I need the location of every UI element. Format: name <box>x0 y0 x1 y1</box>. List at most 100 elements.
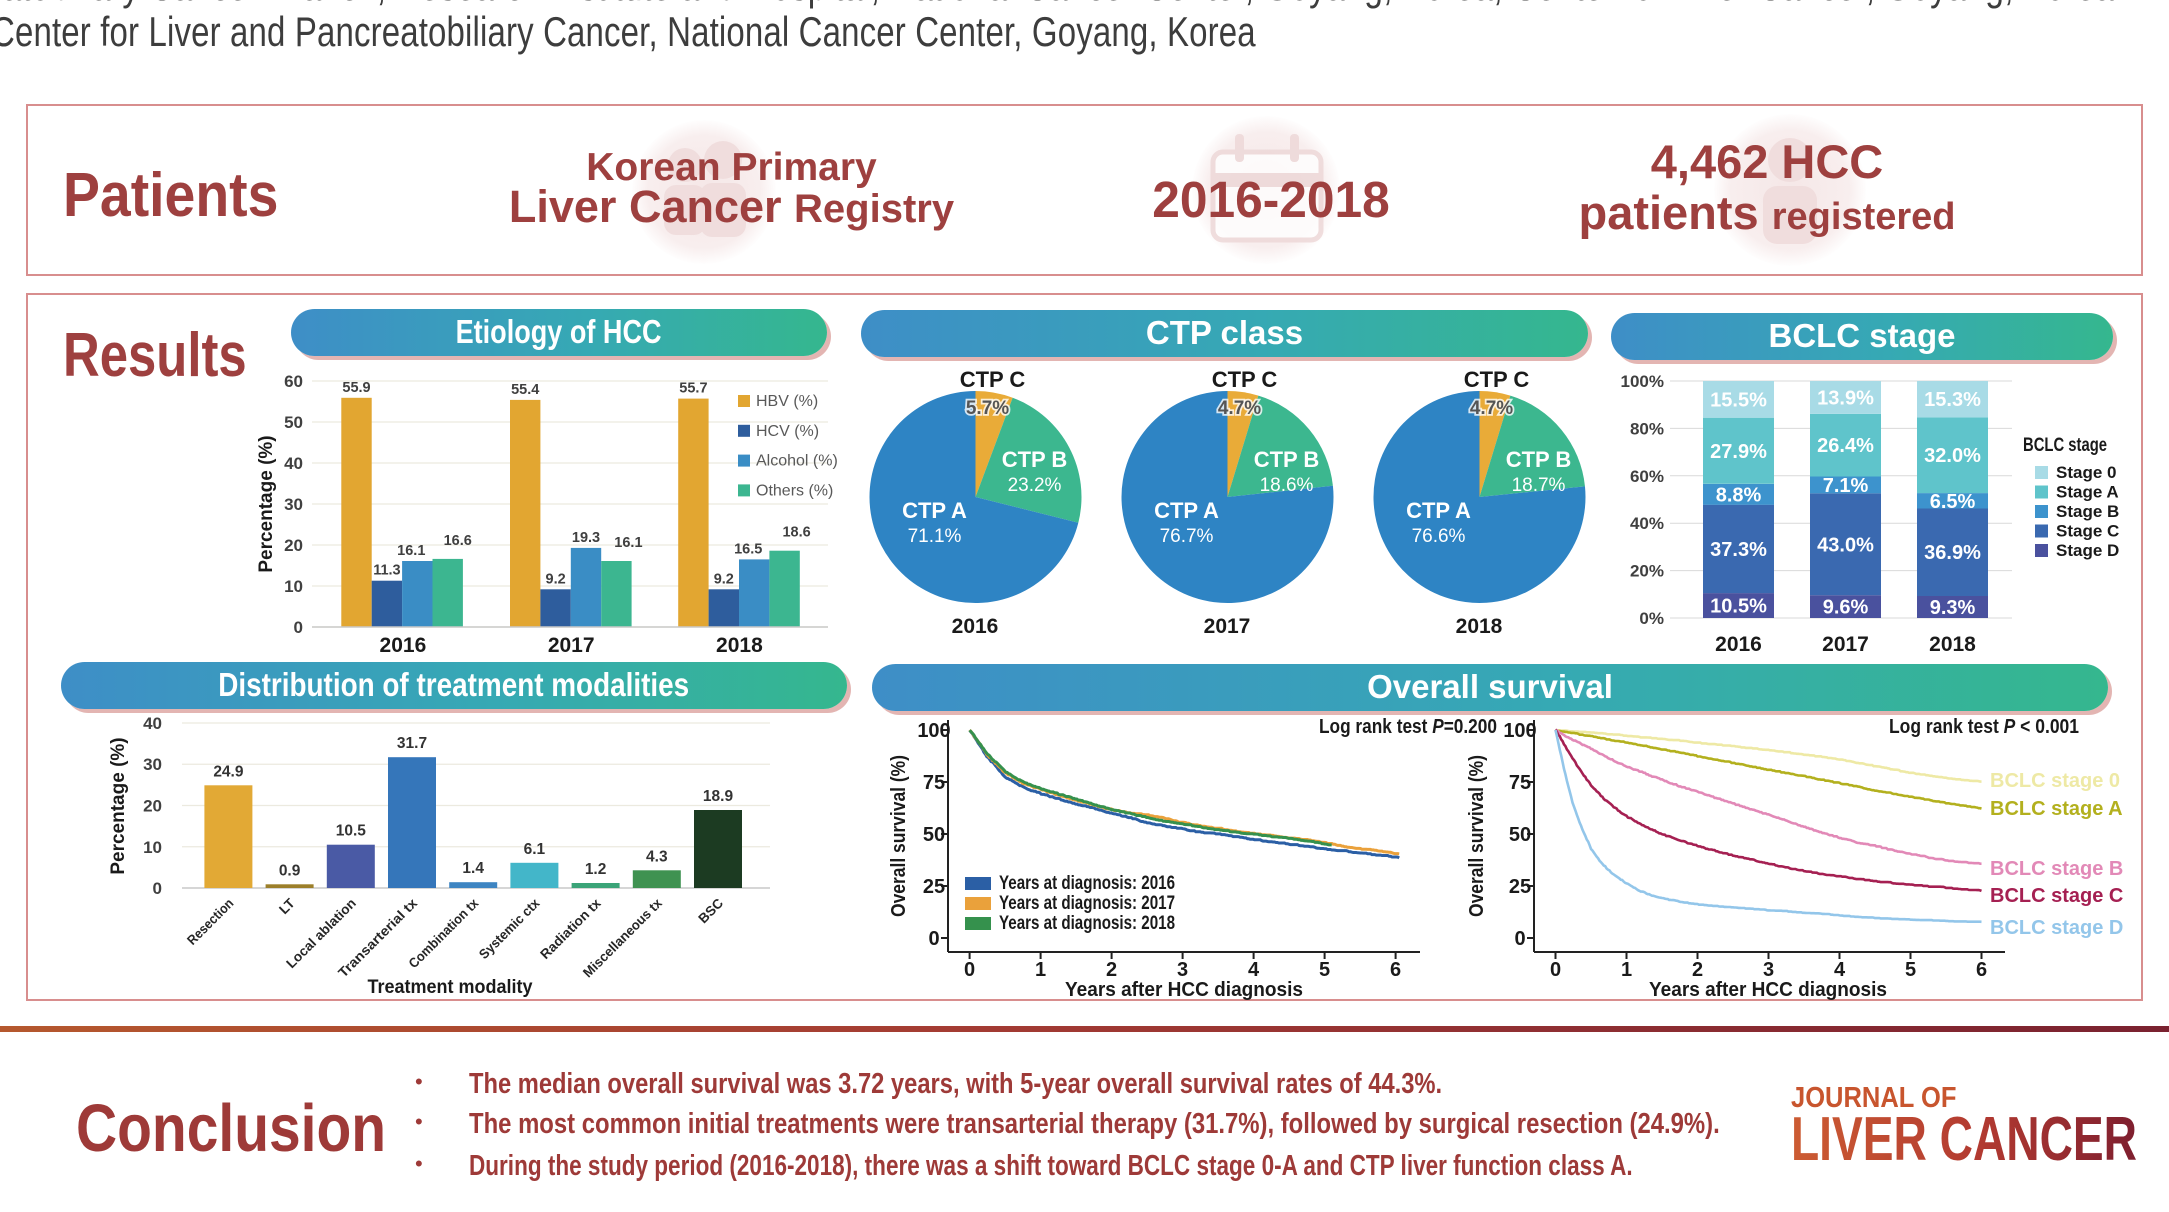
svg-text:CTP A: CTP A <box>1406 498 1471 523</box>
svg-text:76.7%: 76.7% <box>1160 526 1214 547</box>
svg-text:2016: 2016 <box>1715 633 1762 656</box>
svg-text:Years at diagnosis: 2016: Years at diagnosis: 2016 <box>999 873 1175 894</box>
svg-text:55.9: 55.9 <box>342 380 370 396</box>
svg-text:18.7%: 18.7% <box>1512 475 1566 496</box>
svg-text:CTP A: CTP A <box>1154 498 1219 523</box>
svg-text:2017: 2017 <box>1204 615 1251 638</box>
svg-text:16.1: 16.1 <box>397 543 425 559</box>
svg-text:HBV (%): HBV (%) <box>756 393 818 410</box>
svg-text:0: 0 <box>1550 959 1561 981</box>
svg-text:CTP C: CTP C <box>1212 367 1278 392</box>
svg-text:3: 3 <box>1763 959 1774 981</box>
svg-text:Treatment modality: Treatment modality <box>368 977 533 998</box>
svg-text:36.9%: 36.9% <box>1924 542 1981 564</box>
svg-text:9.2: 9.2 <box>546 571 566 587</box>
svg-text:6: 6 <box>1390 959 1401 981</box>
svg-text:2: 2 <box>1692 959 1703 981</box>
svg-text:71.1%: 71.1% <box>908 526 962 547</box>
svg-text:43.0%: 43.0% <box>1817 534 1874 556</box>
svg-text:0: 0 <box>294 618 303 637</box>
svg-text:8.8%: 8.8% <box>1716 484 1762 506</box>
svg-text:0: 0 <box>928 928 939 950</box>
svg-text:19.3: 19.3 <box>572 530 600 546</box>
svg-text:24.9: 24.9 <box>213 763 244 780</box>
svg-text:75: 75 <box>1509 772 1531 794</box>
svg-text:5: 5 <box>1319 959 1330 981</box>
svg-text:0%: 0% <box>1639 609 1664 628</box>
svg-text:4: 4 <box>1834 959 1846 981</box>
svg-text:CTP B: CTP B <box>1002 447 1068 472</box>
svg-text:Years at diagnosis: 2017: Years at diagnosis: 2017 <box>999 893 1175 914</box>
svg-text:6.1: 6.1 <box>524 841 546 858</box>
svg-text:1: 1 <box>1035 959 1046 981</box>
svg-text:Others (%): Others (%) <box>756 482 833 499</box>
svg-text:CTP B: CTP B <box>1254 447 1320 472</box>
svg-text:Stage D: Stage D <box>2056 541 2119 560</box>
svg-text:0: 0 <box>1514 928 1525 950</box>
svg-text:Log rank test P=0.200: Log rank test P=0.200 <box>1319 716 1497 738</box>
svg-text:Overall survival (%): Overall survival (%) <box>1466 755 1488 917</box>
svg-text:2016: 2016 <box>380 634 427 657</box>
svg-text:BCLC stage D: BCLC stage D <box>1990 917 2123 939</box>
svg-text:10.5: 10.5 <box>336 823 367 840</box>
svg-text:60: 60 <box>284 372 303 391</box>
svg-text:BSC: BSC <box>695 895 726 926</box>
svg-text:Stage A: Stage A <box>2056 483 2119 502</box>
svg-text:18.6: 18.6 <box>782 525 810 541</box>
svg-text:18.9: 18.9 <box>703 788 734 805</box>
svg-text:25: 25 <box>1509 876 1531 898</box>
svg-text:16.1: 16.1 <box>614 535 642 551</box>
svg-text:20%: 20% <box>1630 562 1664 581</box>
svg-text:18.6%: 18.6% <box>1260 475 1314 496</box>
svg-text:Percentage (%): Percentage (%) <box>108 737 129 874</box>
svg-text:50: 50 <box>923 824 945 846</box>
svg-text:1.2: 1.2 <box>585 861 607 878</box>
svg-text:27.9%: 27.9% <box>1710 441 1767 463</box>
svg-text:CTP B: CTP B <box>1506 447 1572 472</box>
svg-text:30: 30 <box>143 755 162 774</box>
svg-text:20: 20 <box>143 797 162 816</box>
svg-text:Stage C: Stage C <box>2056 522 2119 541</box>
svg-text:31.7: 31.7 <box>397 735 427 752</box>
svg-text:60%: 60% <box>1630 467 1664 486</box>
svg-text:0.9: 0.9 <box>279 862 301 879</box>
svg-text:100%: 100% <box>1621 372 1664 391</box>
svg-text:80%: 80% <box>1630 419 1664 438</box>
svg-text:23.2%: 23.2% <box>1008 475 1062 496</box>
svg-text:2017: 2017 <box>548 634 595 657</box>
svg-text:40: 40 <box>143 714 162 733</box>
svg-text:16.6: 16.6 <box>444 533 472 549</box>
svg-text:13.9%: 13.9% <box>1817 388 1874 410</box>
svg-text:4: 4 <box>1248 959 1260 981</box>
svg-text:Systemic ctx: Systemic ctx <box>476 895 543 962</box>
svg-text:HCV (%): HCV (%) <box>756 423 819 440</box>
svg-text:Resection: Resection <box>184 896 236 948</box>
svg-text:10.5%: 10.5% <box>1710 596 1767 618</box>
svg-text:26.4%: 26.4% <box>1817 435 1874 457</box>
svg-text:CTP A: CTP A <box>902 498 967 523</box>
svg-text:55.7: 55.7 <box>679 381 707 397</box>
svg-text:9.2: 9.2 <box>714 571 734 587</box>
svg-text:CTP C: CTP C <box>1464 367 1530 392</box>
svg-text:15.5%: 15.5% <box>1710 389 1767 411</box>
svg-text:BCLC stage: BCLC stage <box>2023 435 2107 456</box>
svg-text:0: 0 <box>964 959 975 981</box>
svg-text:1.4: 1.4 <box>462 860 484 877</box>
svg-text:4.3: 4.3 <box>646 848 668 865</box>
svg-text:Years after HCC diagnosis: Years after HCC diagnosis <box>1065 979 1303 1001</box>
svg-text:5.7%: 5.7% <box>966 398 1009 419</box>
svg-text:BCLC stage A: BCLC stage A <box>1990 798 2123 820</box>
svg-text:3: 3 <box>1177 959 1188 981</box>
svg-text:76.6%: 76.6% <box>1412 526 1466 547</box>
svg-text:9.6%: 9.6% <box>1823 597 1869 619</box>
svg-text:50: 50 <box>1509 824 1531 846</box>
svg-text:1: 1 <box>1621 959 1632 981</box>
svg-text:2018: 2018 <box>716 634 763 657</box>
svg-text:10: 10 <box>143 838 162 857</box>
svg-text:50: 50 <box>284 413 303 432</box>
svg-text:40: 40 <box>284 454 303 473</box>
svg-text:BCLC stage B: BCLC stage B <box>1990 858 2123 880</box>
svg-text:Percentage (%): Percentage (%) <box>256 435 277 572</box>
svg-text:6: 6 <box>1976 959 1987 981</box>
svg-text:Years at diagnosis: 2018: Years at diagnosis: 2018 <box>999 913 1175 934</box>
